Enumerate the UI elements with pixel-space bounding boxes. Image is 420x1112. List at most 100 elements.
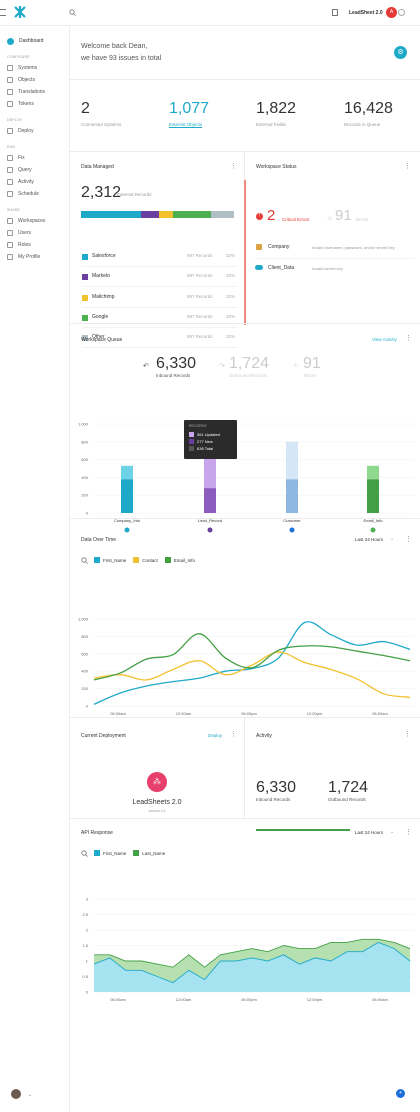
search-icon[interactable] — [69, 9, 76, 16]
sidebar-item-translations[interactable]: Translations — [0, 86, 69, 98]
y-tick-label: 2.5 — [82, 912, 88, 917]
more-icon[interactable]: ⋮ — [230, 731, 237, 738]
more-icon[interactable]: ⋮ — [404, 731, 411, 738]
y-tick-label: 0 — [86, 704, 89, 709]
sidebar-item-users[interactable]: Users — [0, 227, 69, 239]
sidebar-item-label: Query — [18, 167, 32, 173]
inbound-label: Inbound Records — [256, 797, 291, 802]
avatar[interactable]: A — [386, 7, 397, 18]
system-icon — [124, 527, 130, 533]
user-avatar[interactable] — [11, 1089, 21, 1099]
series-line[interactable] — [94, 938, 411, 968]
status-row[interactable]: Company Invalid username, password, and/… — [254, 239, 414, 259]
deploy-link[interactable]: Deploy — [208, 733, 223, 738]
settings-icon[interactable] — [398, 9, 405, 16]
legend-swatch — [133, 557, 140, 563]
help-icon[interactable]: + — [396, 1089, 405, 1098]
source-row[interactable]: Salesforce 987 Records 32% — [82, 247, 237, 267]
legend-label[interactable]: Email_Info — [173, 557, 196, 563]
time-range-select[interactable]: Last 24 Hours — [355, 830, 384, 835]
errors-label: Errors — [356, 217, 369, 222]
bar-segment[interactable] — [367, 479, 379, 513]
source-name: Marketo — [92, 273, 111, 280]
app-name[interactable]: LeadSheet 2.0 — [349, 10, 383, 16]
time-range-select[interactable]: Last 24 Hours — [355, 537, 384, 542]
tooltip-swatch — [189, 432, 194, 437]
stat-value: 2 — [81, 100, 90, 117]
sidebar-item-label: Schedule — [18, 191, 39, 197]
sidebar-group-heading: DEPLOY — [7, 118, 23, 122]
errors-label: Errors — [304, 373, 317, 378]
sidebar-item-label: Systems — [18, 65, 38, 71]
series-line[interactable] — [93, 651, 411, 698]
stat-label-link[interactable]: External Objects — [169, 122, 203, 127]
more-icon[interactable]: ⋮ — [405, 536, 412, 543]
tooltip-swatch — [189, 446, 194, 451]
logo-icon — [14, 6, 26, 18]
status-name: Company — [268, 244, 290, 250]
bar-segment[interactable] — [204, 488, 216, 513]
sidebar-item-dashboard[interactable]: Dashboard — [0, 35, 69, 47]
legend-label[interactable]: Last_Name — [142, 850, 166, 856]
sidebar-item-schedule[interactable]: Schedule — [0, 188, 69, 200]
y-tick-label: 800 — [81, 634, 88, 639]
sidebar-item-workspaces[interactable]: Workspaces — [0, 215, 69, 227]
chevron-down-icon[interactable]: ⌄ — [390, 536, 395, 542]
deployment-logo-icon: ⁂ — [147, 772, 167, 792]
source-row[interactable]: Other 987 Records 32% — [82, 328, 237, 349]
y-tick-label: 1,000 — [78, 422, 89, 427]
sidebar-item-query[interactable]: Query — [0, 164, 69, 176]
bar-segment[interactable] — [121, 465, 133, 480]
x-tick-label: 06:00pm — [241, 997, 257, 1002]
chart-tooltip: RECORDS 361 Updated 277 New 638 Total — [184, 420, 237, 459]
settings-fab[interactable]: ⚙ — [394, 46, 407, 59]
sidebar-item-my-profile[interactable]: My Profile — [0, 251, 69, 263]
source-swatch — [82, 294, 88, 301]
bar-segment[interactable] — [204, 454, 216, 489]
source-row[interactable]: Mailchimp 987 Records 32% — [82, 288, 237, 308]
source-row[interactable]: Marketo 987 Records 32% — [82, 267, 237, 288]
stat-external-objects[interactable]: 1,077 External Objects — [169, 100, 209, 127]
source-swatch — [82, 335, 88, 342]
search-icon[interactable] — [81, 557, 88, 564]
sidebar-item-fix[interactable]: Fix — [0, 152, 69, 164]
more-icon[interactable]: ⋮ — [405, 335, 412, 342]
sidebar-item-objects[interactable]: Objects — [0, 74, 69, 86]
view-activity-link[interactable]: View Activity — [372, 337, 397, 342]
chevron-down-icon[interactable]: ⌄ — [390, 829, 395, 835]
status-row[interactable]: Client_Data Invalid secret key — [254, 260, 414, 280]
legend-swatch — [164, 557, 171, 563]
y-tick-label: 0.5 — [82, 974, 88, 979]
search-icon[interactable] — [81, 850, 88, 857]
sidebar-item-label: My Profile — [18, 254, 41, 260]
bar-segment[interactable] — [286, 479, 298, 513]
sidebar-item-systems[interactable]: Systems — [0, 62, 69, 74]
bar-segment[interactable] — [367, 465, 379, 480]
source-records: 987 Records — [187, 273, 213, 279]
source-percent: 32% — [226, 334, 236, 340]
sidebar-item-activity[interactable]: Activity — [0, 176, 69, 188]
legend-label[interactable]: First_Name — [103, 557, 127, 563]
stat-label: Records in Queue — [344, 122, 381, 127]
outbound-icon: ↷ — [219, 363, 225, 370]
window-icon[interactable] — [332, 9, 338, 16]
sidebar-item-roles[interactable]: Roles — [0, 239, 69, 251]
deployment-name: LeadSheets 2.0 — [132, 799, 182, 806]
critical-icon: ! — [256, 213, 263, 220]
chevron-down-icon[interactable]: ⌄ — [28, 1092, 33, 1098]
source-row[interactable]: Google 987 Records 32% — [82, 308, 237, 328]
legend-label[interactable]: Contact — [142, 557, 158, 563]
sidebar-item-deploy[interactable]: Deploy — [0, 125, 69, 137]
bar-segment[interactable] — [121, 479, 133, 513]
series-line[interactable] — [93, 621, 411, 705]
series-line[interactable] — [93, 941, 411, 984]
warning-icon: ⚠ — [293, 363, 299, 369]
sidebar-item-tokens[interactable]: Tokens — [0, 98, 69, 110]
bar-segment[interactable] — [286, 441, 298, 480]
series-line[interactable] — [93, 633, 411, 681]
more-icon[interactable]: ⋮ — [230, 163, 237, 170]
menu-icon[interactable] — [0, 9, 6, 16]
legend-label[interactable]: First_Name — [103, 850, 127, 856]
more-icon[interactable]: ⋮ — [405, 829, 412, 836]
more-icon[interactable]: ⋮ — [404, 163, 411, 170]
